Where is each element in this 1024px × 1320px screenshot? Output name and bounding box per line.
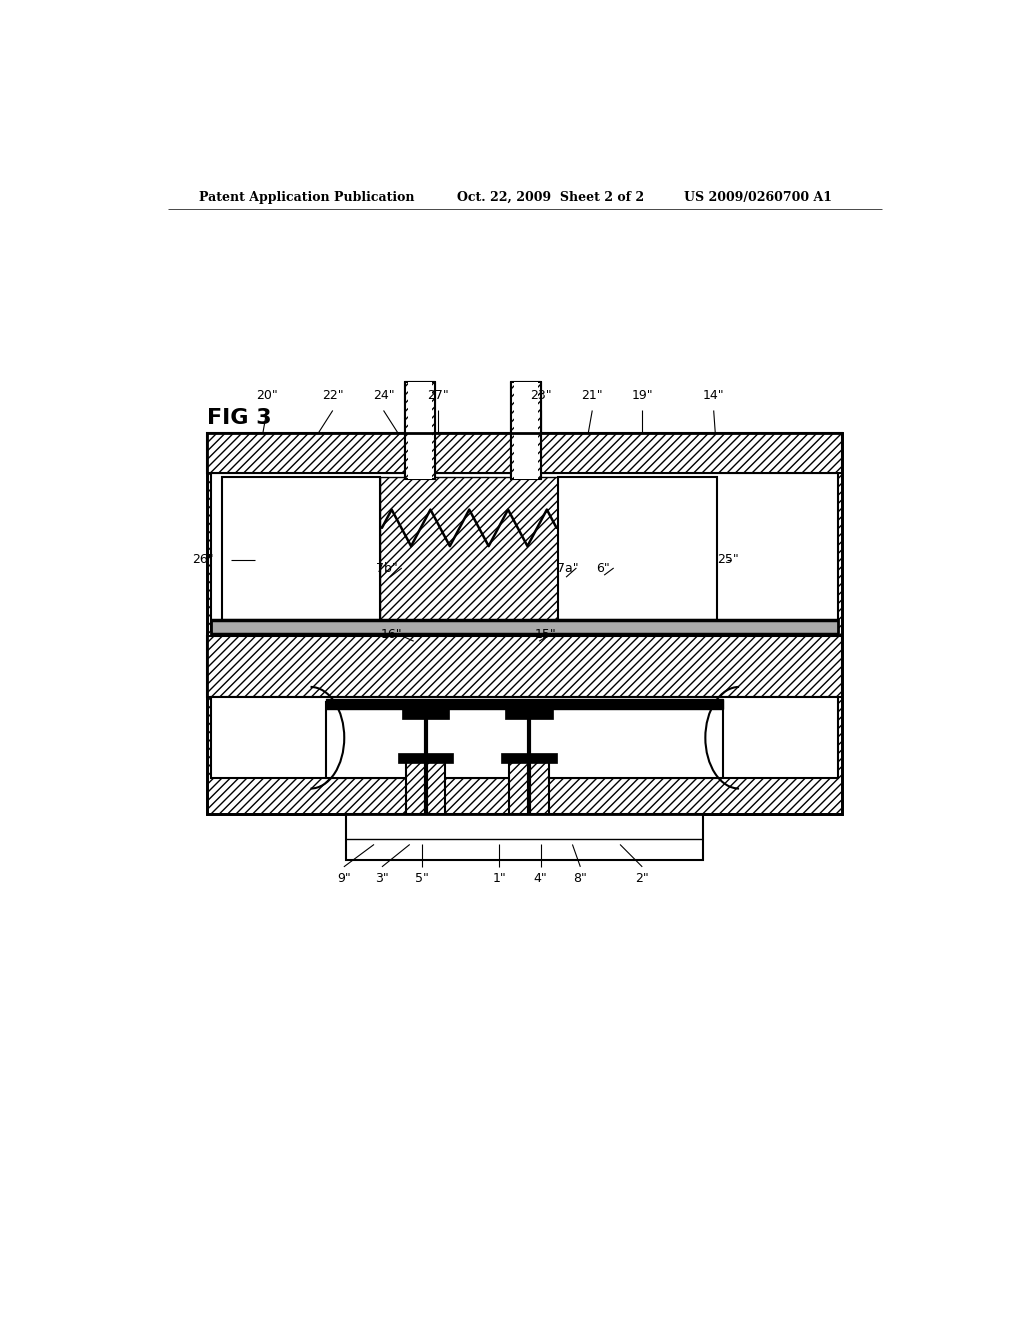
Text: 15": 15" <box>535 627 556 640</box>
Text: 23": 23" <box>529 389 552 403</box>
Bar <box>406 758 445 814</box>
Text: 5": 5" <box>415 873 429 884</box>
Bar <box>346 814 703 859</box>
Text: 26": 26" <box>193 553 214 566</box>
Bar <box>505 700 553 719</box>
Text: 22": 22" <box>322 389 344 403</box>
Text: 27": 27" <box>427 389 449 403</box>
Text: FIG 3: FIG 3 <box>207 408 272 428</box>
Text: 24": 24" <box>373 389 394 403</box>
Text: 9": 9" <box>337 873 351 884</box>
Bar <box>558 477 717 620</box>
Bar <box>207 636 843 697</box>
Text: Oct. 22, 2009  Sheet 2 of 2: Oct. 22, 2009 Sheet 2 of 2 <box>458 190 644 203</box>
Text: 14": 14" <box>702 389 725 403</box>
Text: 25": 25" <box>717 553 738 566</box>
Text: 21": 21" <box>582 389 603 403</box>
Text: 7a": 7a" <box>557 561 579 574</box>
Text: 1": 1" <box>493 873 506 884</box>
Text: 3": 3" <box>375 873 389 884</box>
Bar <box>401 700 450 719</box>
Bar <box>211 474 839 631</box>
Bar <box>511 381 542 479</box>
Bar <box>514 381 539 479</box>
Bar <box>221 477 380 620</box>
Text: 6": 6" <box>596 561 610 574</box>
Bar <box>211 697 839 779</box>
Bar <box>409 381 432 479</box>
Text: US 2009/0260700 A1: US 2009/0260700 A1 <box>684 190 831 203</box>
Text: 4": 4" <box>534 873 548 884</box>
Text: 2": 2" <box>635 873 649 884</box>
Bar <box>509 758 549 814</box>
Text: Patent Application Publication: Patent Application Publication <box>200 190 415 203</box>
Text: 8": 8" <box>573 873 588 884</box>
Text: 19": 19" <box>632 389 653 403</box>
Bar <box>327 702 723 779</box>
Bar <box>207 433 843 814</box>
Bar <box>501 752 557 763</box>
Bar <box>397 752 454 763</box>
Bar <box>404 381 435 479</box>
Bar <box>327 700 723 709</box>
Bar <box>380 477 558 620</box>
Text: 7b": 7b" <box>376 561 397 574</box>
Text: 20": 20" <box>256 389 278 403</box>
Bar <box>207 433 843 474</box>
Bar <box>207 433 843 814</box>
Text: 16": 16" <box>380 627 402 640</box>
Bar <box>211 620 839 634</box>
